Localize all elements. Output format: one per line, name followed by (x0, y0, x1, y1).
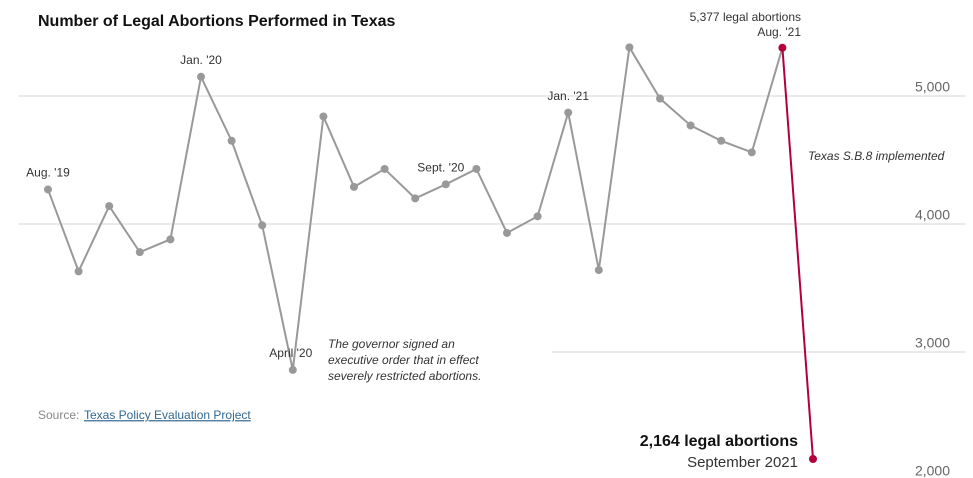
annotation: Texas S.B.8 implemented (808, 149, 945, 163)
source-label: Source: (38, 408, 79, 422)
point (717, 136, 726, 145)
point (472, 164, 481, 173)
point (809, 455, 817, 464)
point (227, 136, 236, 145)
y-tick-label: 4,000 (915, 207, 950, 223)
point (441, 180, 450, 189)
point (319, 112, 328, 121)
point (258, 221, 267, 230)
y-tick-label: 5,000 (915, 79, 950, 95)
x-label: Sept. '20 (417, 160, 464, 174)
point (747, 148, 756, 157)
point (778, 43, 787, 52)
y-tick-label: 3,000 (915, 335, 950, 351)
point (594, 266, 603, 275)
x-label: Aug. '19 (26, 166, 70, 180)
point (686, 121, 695, 130)
chart-title: Number of Legal Abortions Performed in T… (38, 13, 395, 30)
y-tick-label: 2,000 (915, 463, 950, 478)
annotation: The governor signed an (328, 337, 455, 351)
x-label: Aug. '21 (757, 25, 801, 39)
point (166, 235, 175, 244)
point (411, 194, 420, 203)
point (135, 248, 144, 257)
point (564, 108, 573, 117)
point (74, 267, 83, 276)
point (380, 164, 389, 173)
line-highlight (781, 47, 814, 460)
point (503, 228, 511, 237)
annotation: executive order that in effect (328, 353, 479, 367)
point (197, 72, 205, 81)
point (44, 185, 52, 194)
point (105, 202, 114, 211)
value-label: 5,377 legal abortions (690, 10, 801, 24)
x-label: Jan. '20 (180, 53, 222, 67)
point (288, 365, 297, 374)
point (625, 43, 634, 52)
point (533, 212, 542, 221)
point (350, 182, 358, 191)
x-label: Jan. '21 (547, 89, 589, 103)
x-label: September 2021 (687, 454, 798, 471)
value-label: 2,164 legal abortions (640, 433, 798, 450)
x-label: April '20 (269, 346, 312, 360)
source-link[interactable]: Texas Policy Evaluation Project (84, 408, 251, 422)
annotation: severely restricted abortions. (328, 369, 481, 383)
point (656, 94, 664, 103)
